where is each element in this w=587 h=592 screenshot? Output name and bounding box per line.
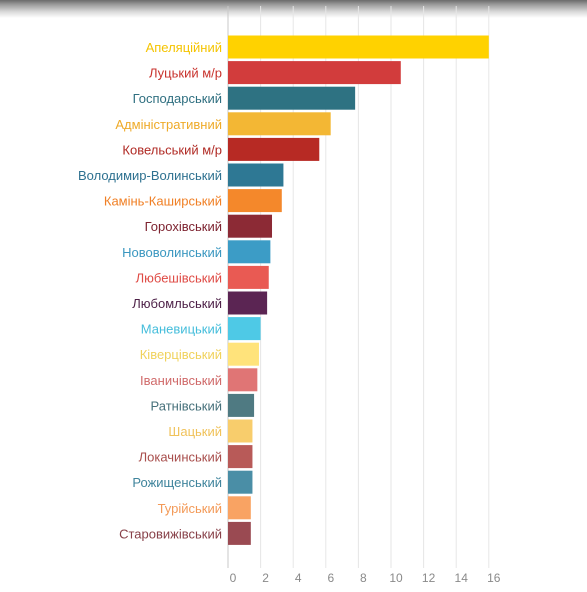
category-label: Турійський [158,501,222,516]
category-label: Господарський [133,91,222,106]
bar [228,214,273,238]
bar [228,521,251,545]
category-label: Іваничівський [140,373,222,388]
bar [228,163,284,187]
category-label: Любомльський [132,296,222,311]
bar [228,189,282,213]
x-tick-label: 6 [327,571,334,585]
category-label: Апеляційний [146,40,222,55]
category-label: Адміністративний [115,117,222,132]
category-label: Горохівський [145,219,222,234]
bar [228,496,251,520]
bar [228,419,253,443]
bar [228,317,261,341]
bar [228,35,489,59]
bar [228,61,401,85]
x-tick-label: 8 [360,571,367,585]
bar [228,342,259,366]
category-labels: Апеляційний Луцький м/р Господарський Адмін… [78,40,222,541]
x-tick-label: 4 [295,571,302,585]
x-tick-label: 16 [487,571,501,585]
category-label: Локачинський [139,450,222,465]
category-label: Любешівський [136,270,222,285]
category-label: Нововолинський [122,245,222,260]
bar [228,393,255,417]
bar [228,86,356,110]
category-label: Маневицький [141,322,222,337]
category-label: Шацький [168,424,222,439]
category-label: Ківерцівський [140,347,222,362]
x-tick-label: 0 [230,571,237,585]
bar [228,265,269,289]
x-tick-label: 10 [389,571,403,585]
category-label: Луцький м/р [149,66,222,81]
bar [228,445,253,469]
bars [228,35,489,545]
x-tick-label: 2 [262,571,269,585]
category-label: Володимир-Волинський [78,168,222,183]
category-label: Камінь-Каширський [104,194,222,209]
x-axis-ticks: 0 2 4 6 8 10 12 14 16 [230,571,501,585]
bar [228,368,258,392]
bar [228,137,320,161]
bar [228,112,331,136]
bar [228,291,268,315]
x-tick-label: 14 [455,571,469,585]
category-label: Рожищенський [132,475,222,490]
category-label: Ковельський м/р [122,142,222,157]
category-label: Ратнівський [151,398,222,413]
bar [228,470,253,494]
x-tick-label: 12 [422,571,436,585]
bar [228,240,271,264]
category-label: Старовижівський [119,526,222,541]
